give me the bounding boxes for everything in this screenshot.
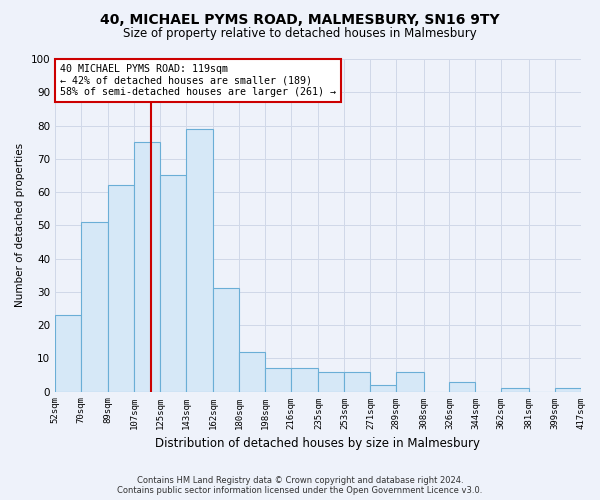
Bar bbox=[291, 368, 319, 392]
Bar bbox=[265, 368, 291, 392]
Bar bbox=[344, 372, 370, 392]
Bar bbox=[319, 372, 344, 392]
Bar bbox=[370, 385, 396, 392]
Bar bbox=[396, 372, 424, 392]
Bar bbox=[502, 388, 529, 392]
Bar bbox=[160, 176, 186, 392]
Bar bbox=[449, 382, 475, 392]
Y-axis label: Number of detached properties: Number of detached properties bbox=[15, 143, 25, 308]
Text: 40 MICHAEL PYMS ROAD: 119sqm
← 42% of detached houses are smaller (189)
58% of s: 40 MICHAEL PYMS ROAD: 119sqm ← 42% of de… bbox=[60, 64, 336, 97]
Text: Contains HM Land Registry data © Crown copyright and database right 2024.
Contai: Contains HM Land Registry data © Crown c… bbox=[118, 476, 482, 495]
Bar bbox=[134, 142, 160, 392]
Bar bbox=[214, 288, 239, 392]
Bar bbox=[81, 222, 109, 392]
Bar bbox=[55, 315, 81, 392]
Bar bbox=[239, 352, 265, 392]
Bar bbox=[109, 186, 134, 392]
Text: Size of property relative to detached houses in Malmesbury: Size of property relative to detached ho… bbox=[123, 28, 477, 40]
Text: 40, MICHAEL PYMS ROAD, MALMESBURY, SN16 9TY: 40, MICHAEL PYMS ROAD, MALMESBURY, SN16 … bbox=[100, 12, 500, 26]
Bar bbox=[554, 388, 581, 392]
X-axis label: Distribution of detached houses by size in Malmesbury: Distribution of detached houses by size … bbox=[155, 437, 480, 450]
Bar bbox=[186, 129, 214, 392]
